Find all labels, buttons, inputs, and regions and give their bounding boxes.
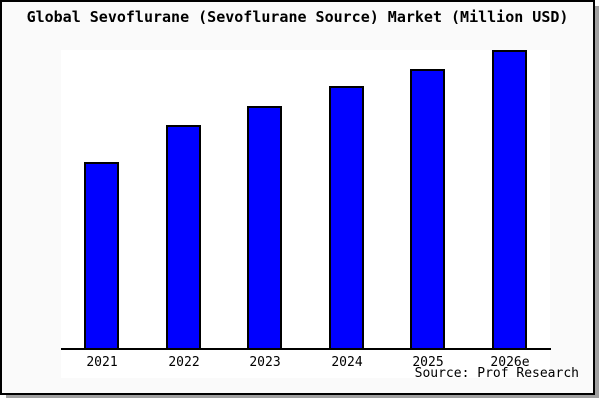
plot-area	[61, 50, 550, 378]
x-axis-line	[61, 348, 551, 350]
bar-2022	[166, 125, 201, 350]
bar-2026e	[492, 50, 527, 350]
bar-2024	[329, 86, 364, 350]
x-tick-label: 2026e	[490, 355, 530, 370]
x-tick-label: 2025	[412, 355, 444, 370]
bar-2023	[247, 106, 282, 350]
x-tick-label: 2021	[86, 355, 118, 370]
bar-2025	[410, 69, 445, 350]
bar-2021	[84, 162, 119, 350]
x-tick-label: 2022	[168, 355, 200, 370]
chart-title: Global Sevoflurane (Sevoflurane Source) …	[26, 8, 569, 26]
source-note: Source: Prof Research	[414, 366, 579, 381]
x-tick-label: 2023	[249, 355, 281, 370]
x-tick-label: 2024	[331, 355, 363, 370]
